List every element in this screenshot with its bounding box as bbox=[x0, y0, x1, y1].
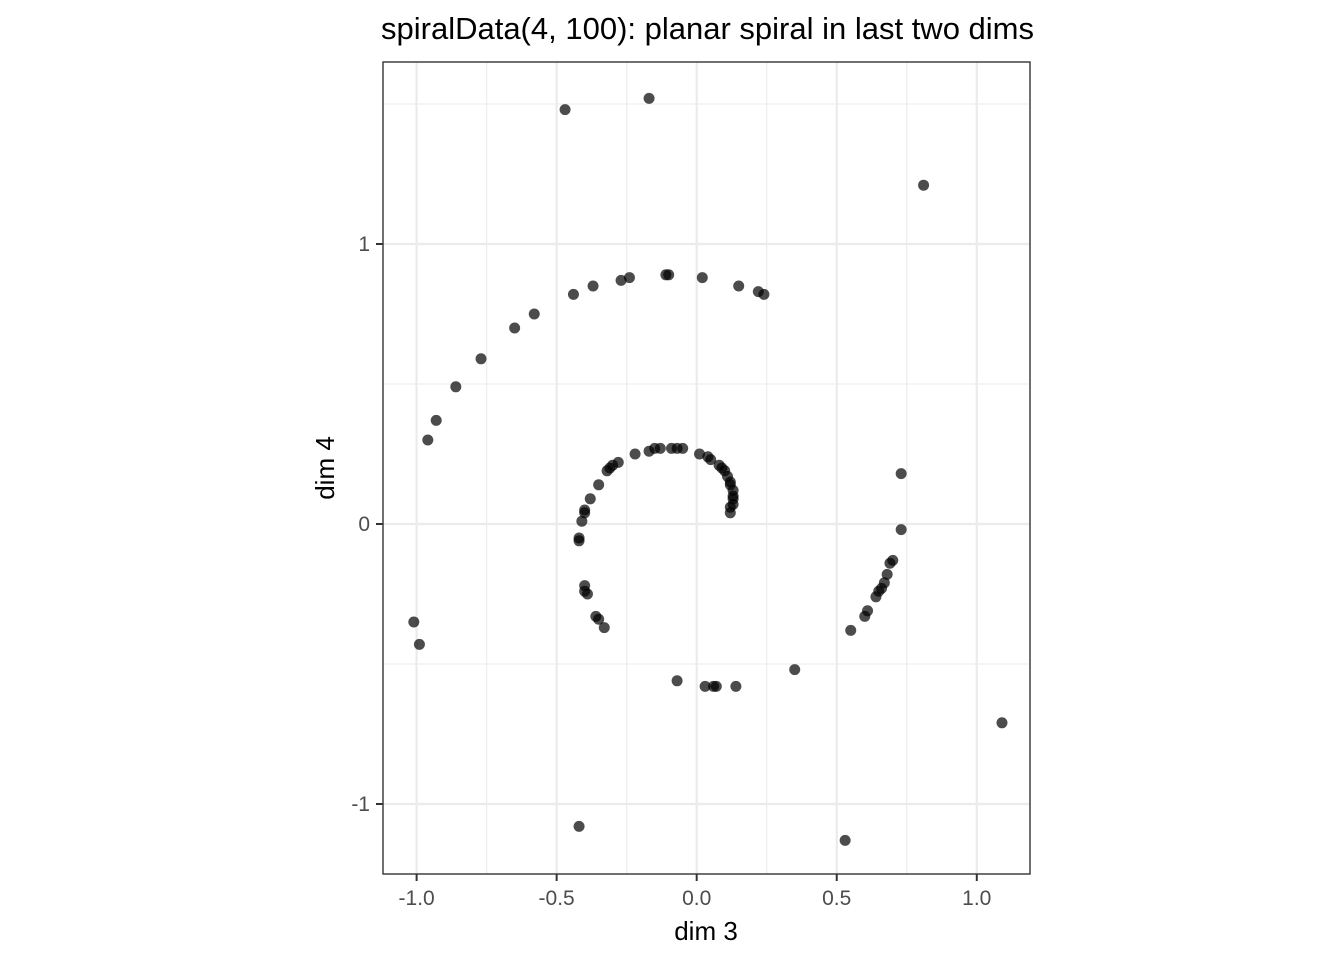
data-point bbox=[733, 280, 745, 292]
data-point bbox=[677, 442, 689, 454]
x-axis-title: dim 3 bbox=[674, 916, 738, 946]
data-point bbox=[422, 434, 434, 446]
data-point bbox=[730, 680, 742, 692]
y-axis-title: dim 4 bbox=[310, 436, 340, 500]
data-point bbox=[693, 448, 705, 460]
data-point bbox=[413, 638, 425, 650]
data-point bbox=[573, 535, 585, 547]
data-point bbox=[845, 624, 857, 636]
data-point bbox=[587, 280, 599, 292]
plot-panel-border bbox=[382, 61, 1031, 875]
data-point bbox=[895, 468, 907, 480]
data-point bbox=[581, 588, 593, 600]
data-point bbox=[859, 610, 871, 622]
data-point bbox=[839, 834, 851, 846]
data-point bbox=[559, 104, 571, 116]
data-point bbox=[918, 179, 930, 191]
y-tick-label: 1 bbox=[358, 233, 370, 256]
grid-lines bbox=[383, 62, 1030, 874]
data-point bbox=[705, 454, 717, 466]
data-point bbox=[724, 507, 736, 519]
data-point bbox=[671, 675, 683, 687]
data-point bbox=[654, 442, 666, 454]
data-point bbox=[699, 680, 711, 692]
x-tick-label: 0.0 bbox=[682, 887, 711, 910]
data-point bbox=[629, 448, 641, 460]
data-point bbox=[663, 269, 675, 281]
data-point bbox=[996, 717, 1008, 729]
x-axis: -1.0 -0.5 0.0 0.5 1.0 bbox=[399, 874, 991, 910]
data-point bbox=[475, 353, 487, 365]
data-point bbox=[870, 591, 882, 603]
data-point bbox=[567, 288, 579, 300]
data-point bbox=[573, 820, 585, 832]
data-point bbox=[758, 288, 770, 300]
data-point bbox=[884, 557, 896, 569]
data-point bbox=[430, 414, 442, 426]
data-point bbox=[708, 680, 720, 692]
x-tick-label: 1.0 bbox=[962, 887, 991, 910]
data-point bbox=[612, 456, 624, 468]
data-point bbox=[584, 493, 596, 505]
data-point bbox=[528, 308, 540, 320]
plot-panel-background bbox=[383, 62, 1030, 874]
x-tick-label: -0.5 bbox=[539, 887, 575, 910]
data-points bbox=[408, 92, 1008, 846]
data-point bbox=[509, 322, 521, 334]
data-point bbox=[408, 616, 420, 628]
data-point bbox=[598, 622, 610, 634]
data-point bbox=[615, 274, 627, 286]
data-point bbox=[450, 381, 462, 393]
data-point bbox=[623, 272, 635, 284]
y-tick-label: 0 bbox=[358, 513, 370, 536]
y-axis: -1 0 1 bbox=[351, 233, 383, 816]
data-point bbox=[576, 515, 588, 527]
y-tick-label: -1 bbox=[351, 793, 370, 816]
data-point bbox=[593, 479, 605, 491]
data-point bbox=[593, 613, 605, 625]
data-point bbox=[895, 524, 907, 536]
data-point bbox=[789, 664, 801, 676]
data-point bbox=[881, 568, 893, 580]
data-point bbox=[579, 504, 591, 516]
x-tick-label: 0.5 bbox=[822, 887, 851, 910]
chart-title: spiralData(4, 100): planar spiral in las… bbox=[381, 11, 1034, 46]
data-point bbox=[643, 92, 655, 104]
data-point bbox=[696, 272, 708, 284]
x-tick-label: -1.0 bbox=[399, 887, 435, 910]
